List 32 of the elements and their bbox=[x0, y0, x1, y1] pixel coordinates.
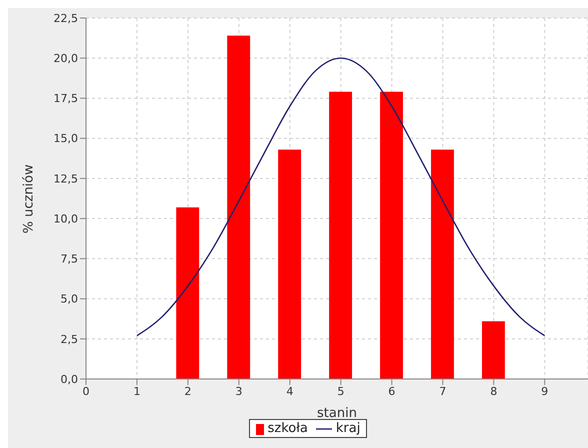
x-tick-label: 4 bbox=[286, 384, 294, 398]
y-tick-label: 5,0 bbox=[60, 292, 78, 306]
bar bbox=[227, 36, 250, 379]
x-tick-label: 7 bbox=[439, 384, 446, 398]
bar bbox=[278, 150, 302, 379]
x-tick-label: 9 bbox=[541, 384, 548, 398]
y-tick-label: 17,5 bbox=[54, 92, 78, 106]
y-tick-label: 0,0 bbox=[60, 372, 78, 386]
x-tick-label: 0 bbox=[82, 384, 90, 398]
y-tick-label: 20,0 bbox=[54, 52, 78, 66]
y-tick-label: 10,0 bbox=[54, 212, 78, 226]
x-tick-label: 1 bbox=[133, 384, 140, 398]
x-tick-label: 6 bbox=[388, 384, 396, 398]
bar bbox=[176, 207, 200, 379]
x-tick-label: 2 bbox=[184, 384, 192, 398]
y-tick-label: 15,0 bbox=[54, 132, 78, 146]
bar bbox=[380, 92, 403, 379]
legend-label: kraj bbox=[336, 421, 360, 436]
x-tick-label: 3 bbox=[235, 384, 242, 398]
x-tick-label: 8 bbox=[490, 384, 498, 398]
y-tick-label: 2,5 bbox=[60, 332, 78, 346]
bar bbox=[482, 321, 505, 379]
x-tick-label: 5 bbox=[337, 384, 344, 398]
line-series bbox=[136, 57, 546, 336]
x-axis-title: stanin bbox=[317, 406, 357, 421]
y-tick-label: 12,5 bbox=[54, 172, 78, 186]
y-axis-title: % uczniów bbox=[22, 164, 37, 234]
bar bbox=[431, 150, 454, 379]
legend-label: szkoła bbox=[268, 421, 308, 436]
y-tick-label: 22,5 bbox=[54, 12, 78, 25]
bar bbox=[329, 92, 352, 379]
y-tick-label: 7,5 bbox=[60, 252, 78, 266]
